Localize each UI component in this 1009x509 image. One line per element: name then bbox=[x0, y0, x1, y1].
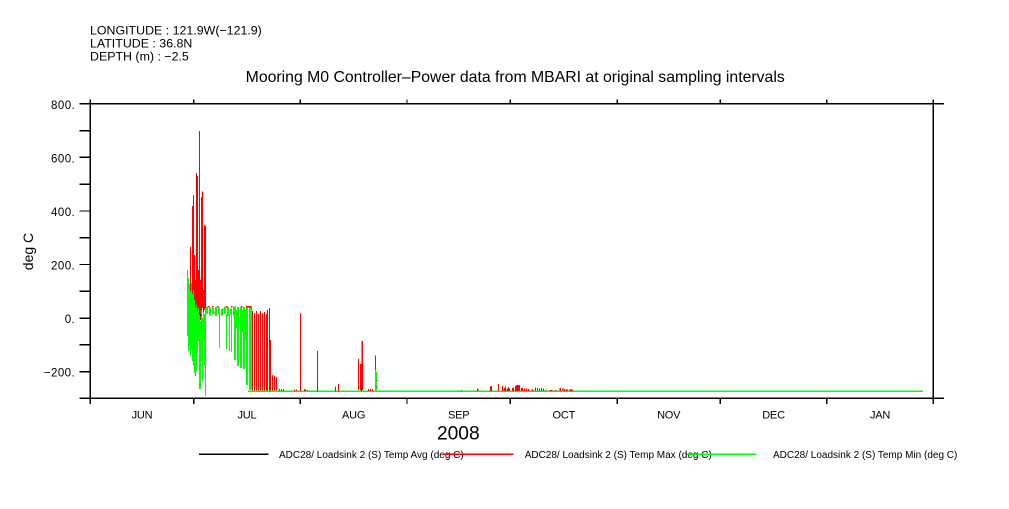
svg-text:ADC28/ Loadsink 2 (S) Temp Avg: ADC28/ Loadsink 2 (S) Temp Avg (deg C) bbox=[279, 450, 464, 461]
svg-text:−200.: −200. bbox=[44, 368, 75, 380]
svg-text:ADC28/ Loadsink 2 (S) Temp Min: ADC28/ Loadsink 2 (S) Temp Min (deg C) bbox=[773, 450, 957, 461]
svg-text:Mooring M0 Controller–Power da: Mooring M0 Controller–Power data from MB… bbox=[246, 69, 785, 86]
svg-text:SEP: SEP bbox=[448, 409, 469, 421]
svg-text:NOV: NOV bbox=[657, 409, 681, 421]
svg-text:OCT: OCT bbox=[552, 409, 575, 421]
svg-text:DEPTH (m) : −2.5: DEPTH (m) : −2.5 bbox=[90, 50, 189, 64]
svg-text:400.: 400. bbox=[51, 207, 75, 219]
svg-text:200.: 200. bbox=[51, 261, 75, 273]
svg-text:800.: 800. bbox=[51, 100, 75, 112]
svg-text:JUN: JUN bbox=[132, 409, 153, 421]
svg-text:0.: 0. bbox=[65, 314, 76, 326]
svg-text:2008: 2008 bbox=[437, 423, 480, 444]
svg-text:LATITUDE : 36.8N: LATITUDE : 36.8N bbox=[90, 37, 192, 51]
svg-text:DEC: DEC bbox=[762, 409, 785, 421]
svg-text:AUG: AUG bbox=[342, 409, 365, 421]
svg-text:600.: 600. bbox=[51, 153, 75, 165]
svg-text:JUL: JUL bbox=[237, 409, 256, 421]
svg-text:ADC28/ Loadsink 2 (S) Temp Max: ADC28/ Loadsink 2 (S) Temp Max (deg C) bbox=[525, 450, 712, 461]
svg-text:JAN: JAN bbox=[870, 409, 890, 421]
svg-text:LONGITUDE : 121.9W(−121.9): LONGITUDE : 121.9W(−121.9) bbox=[90, 24, 262, 38]
svg-text:deg C: deg C bbox=[20, 233, 36, 270]
